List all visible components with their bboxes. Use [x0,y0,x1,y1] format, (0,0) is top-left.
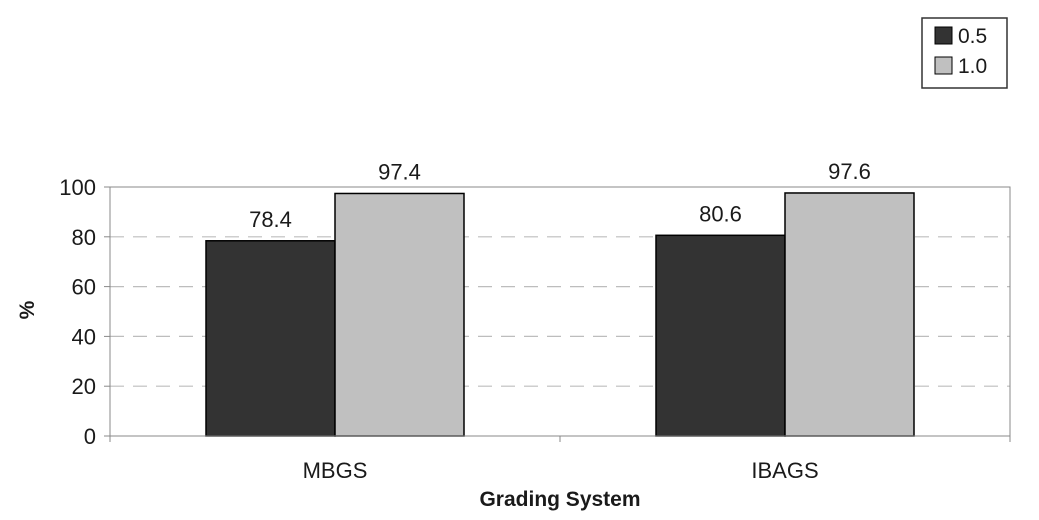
y-tick-label: 100 [59,175,96,200]
legend-swatch [934,56,953,75]
bar [784,192,915,437]
bar [205,240,336,437]
bars [205,192,915,437]
x-tick-labels: MBGS IBAGS [303,458,819,483]
legend-swatch [934,26,953,45]
y-tick-labels: 0 20 40 60 80 100 [59,175,96,449]
data-label: 97.6 [828,159,871,184]
y-tick-label: 20 [72,374,96,399]
y-tick-label: 60 [72,275,96,300]
y-axis-title: % [16,300,39,319]
x-tick-label: IBAGS [751,458,818,483]
x-axis-title: Grading System [479,488,640,511]
bar [655,234,786,437]
y-tick-label: 80 [72,225,96,250]
legend-label: 0.5 [958,25,987,48]
bar [334,192,465,437]
legend: 0.51.0 [921,17,1008,89]
legend-label: 1.0 [958,55,987,78]
data-label: 78.4 [249,207,292,232]
axes [104,186,1011,442]
x-tick-label: MBGS [303,458,368,483]
data-label: 80.6 [699,201,742,226]
data-labels: 78.4 97.4 80.6 97.6 [249,159,871,232]
y-tick-label: 40 [72,324,96,349]
data-label: 97.4 [378,159,421,184]
y-tick-label: 0 [84,424,96,449]
